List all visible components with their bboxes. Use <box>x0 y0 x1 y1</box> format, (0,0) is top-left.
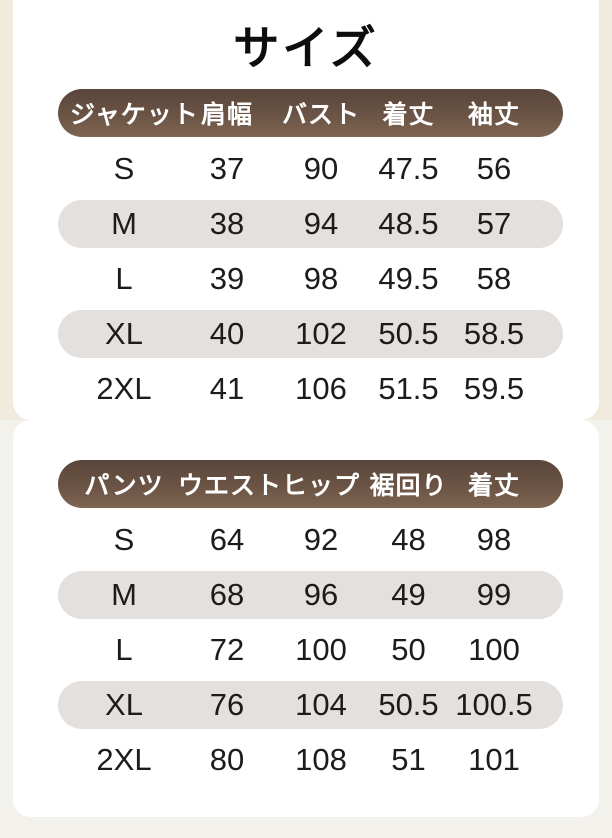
pants-size-table: パンツ ウエスト ヒップ 裾回り 着丈 S 64 92 48 98 M 68 9… <box>58 460 563 791</box>
value-cell: 51 <box>391 742 426 777</box>
pants-table-header-row: パンツ ウエスト ヒップ 裾回り 着丈 <box>58 460 563 508</box>
value-cell: 50.5 <box>378 687 439 722</box>
pants-header-category: パンツ <box>84 472 164 500</box>
pants-row-l: L 72 100 50 100 <box>58 626 563 674</box>
jacket-header-category: ジャケット <box>70 101 199 129</box>
value-cell: 96 <box>303 577 339 612</box>
size-label: L <box>115 261 133 296</box>
jacket-card: サイズ ジャケット 肩幅 バスト 着丈 袖丈 S 37 90 47.5 56 <box>13 0 599 420</box>
value-cell: 94 <box>303 206 339 241</box>
size-label: L <box>115 632 133 667</box>
value-cell: 101 <box>468 742 520 777</box>
value-cell: 76 <box>209 687 245 722</box>
value-cell: 58 <box>476 261 512 296</box>
value-cell: 106 <box>295 371 347 406</box>
value-cell: 56 <box>476 151 512 186</box>
value-cell: 58.5 <box>463 316 525 351</box>
value-cell: 39 <box>209 261 245 296</box>
size-label: M <box>111 206 137 241</box>
jacket-table-header-row: ジャケット 肩幅 バスト 着丈 袖丈 <box>58 89 563 137</box>
value-cell: 98 <box>476 522 512 557</box>
jacket-header-bust: バスト <box>281 101 360 129</box>
value-cell: 48.5 <box>378 206 439 241</box>
pants-row-2xl: 2XL 80 108 51 101 <box>58 736 563 784</box>
pants-header-waist: ウエスト <box>178 472 283 500</box>
value-cell: 100 <box>295 632 347 667</box>
value-cell: 99 <box>476 577 512 612</box>
value-cell: 48 <box>391 522 426 557</box>
value-cell: 68 <box>209 577 245 612</box>
value-cell: 64 <box>209 522 245 557</box>
value-cell: 59.5 <box>463 371 525 406</box>
jacket-row-l: L 39 98 49.5 58 <box>58 255 563 303</box>
size-label: M <box>111 577 137 612</box>
size-label: XL <box>105 687 143 722</box>
size-label: XL <box>105 316 143 351</box>
value-cell: 90 <box>303 151 339 186</box>
jacket-row-xl: XL 40 102 50.5 58.5 <box>58 310 563 358</box>
pants-header-length: 着丈 <box>467 472 520 500</box>
pants-card: パンツ ウエスト ヒップ 裾回り 着丈 S 64 92 48 98 M 68 9… <box>13 420 599 817</box>
value-cell: 50 <box>391 632 426 667</box>
value-cell: 49.5 <box>378 261 439 296</box>
size-label: 2XL <box>96 371 152 406</box>
value-cell: 100 <box>468 632 520 667</box>
pants-row-s: S 64 92 48 98 <box>58 516 563 564</box>
value-cell: 41 <box>209 371 245 406</box>
pants-row-xl: XL 76 104 50.5 100.5 <box>58 681 563 729</box>
size-label: S <box>113 522 135 557</box>
jacket-header-shoulder: 肩幅 <box>200 101 253 129</box>
value-cell: 104 <box>295 687 347 722</box>
size-label: 2XL <box>96 742 152 777</box>
value-cell: 49 <box>391 577 426 612</box>
jacket-size-table: ジャケット 肩幅 バスト 着丈 袖丈 S 37 90 47.5 56 M 38 … <box>58 89 563 420</box>
pants-row-m: M 68 96 49 99 <box>58 571 563 619</box>
value-cell: 51.5 <box>378 371 439 406</box>
pants-header-hem: 裾回り <box>369 472 448 500</box>
value-cell: 92 <box>303 522 339 557</box>
value-cell: 108 <box>295 742 347 777</box>
pants-header-hip: ヒップ <box>281 472 360 500</box>
jacket-header-sleeve: 袖丈 <box>467 101 520 129</box>
value-cell: 50.5 <box>378 316 439 351</box>
page-title: サイズ <box>233 22 379 74</box>
jacket-row-m: M 38 94 48.5 57 <box>58 200 563 248</box>
jacket-header-length: 着丈 <box>382 101 435 129</box>
value-cell: 57 <box>476 206 512 241</box>
value-cell: 102 <box>295 316 347 351</box>
jacket-row-s: S 37 90 47.5 56 <box>58 145 563 193</box>
size-label: S <box>113 151 135 186</box>
pants-section: パンツ ウエスト ヒップ 裾回り 着丈 S 64 92 48 98 M 68 9… <box>0 420 612 838</box>
value-cell: 37 <box>209 151 245 186</box>
value-cell: 80 <box>209 742 245 777</box>
jacket-row-2xl: 2XL 41 106 51.5 59.5 <box>58 365 563 413</box>
value-cell: 72 <box>209 632 245 667</box>
value-cell: 98 <box>303 261 339 296</box>
value-cell: 100.5 <box>455 687 533 722</box>
jacket-section: サイズ ジャケット 肩幅 バスト 着丈 袖丈 S 37 90 47.5 56 <box>0 0 612 420</box>
value-cell: 47.5 <box>378 151 439 186</box>
value-cell: 40 <box>209 316 245 351</box>
value-cell: 38 <box>209 206 245 241</box>
